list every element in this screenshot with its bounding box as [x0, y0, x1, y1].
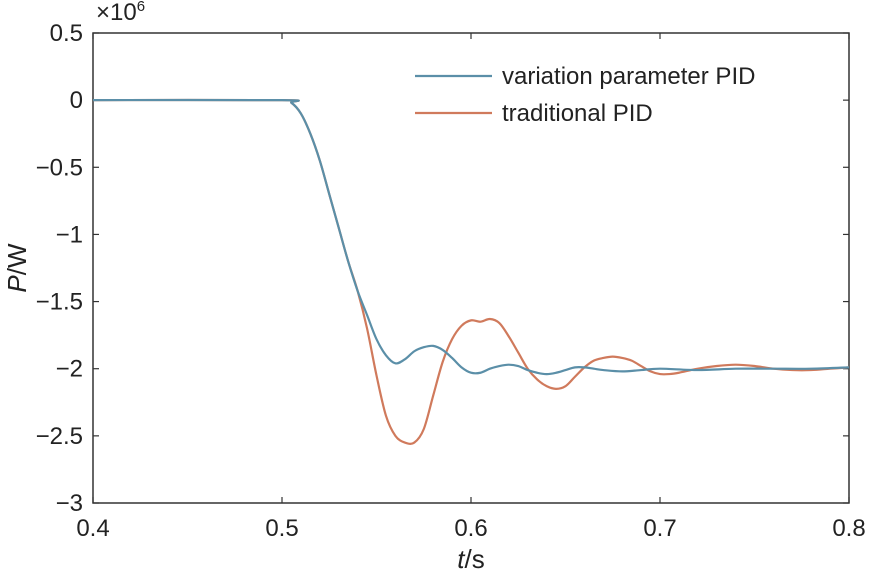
- plot-frame: [92, 32, 850, 504]
- x-tick-label: 0.6: [454, 515, 487, 542]
- tick-labels: 0.4 0.5 0.6 0.7 0.8 0.5 0 −0.5 −1 −1.5 −2 −2.5 −3: [36, 20, 866, 542]
- y-exponent-label: ×106: [96, 0, 145, 26]
- y-tick-label: 0.5: [50, 20, 83, 47]
- y-axis-label: P/W: [2, 243, 32, 293]
- legend: variation parameter PID traditional PID: [415, 63, 755, 127]
- y-tick-label: −2: [56, 356, 83, 383]
- x-tick-label: 0.8: [832, 515, 865, 542]
- x-tick-label: 0.7: [643, 515, 676, 542]
- x-tick-label: 0.4: [76, 515, 109, 542]
- x-tick-label: 0.5: [265, 515, 298, 542]
- y-exponent-power: 6: [137, 0, 145, 15]
- y-tick-label: −2.5: [36, 423, 83, 450]
- y-tick-label: −1: [56, 221, 83, 248]
- legend-label-variation-pid: variation parameter PID: [502, 63, 755, 90]
- legend-label-traditional-pid: traditional PID: [502, 100, 653, 127]
- y-tick-label: −0.5: [36, 154, 83, 181]
- y-tick-label: −3: [56, 490, 83, 517]
- series-layer: [92, 98, 850, 445]
- y-tick-label: −1.5: [36, 289, 83, 316]
- series-line-variation-pid: [92, 98, 850, 376]
- x-axis-label: t/s: [457, 544, 484, 572]
- y-tick-label: 0: [70, 87, 83, 114]
